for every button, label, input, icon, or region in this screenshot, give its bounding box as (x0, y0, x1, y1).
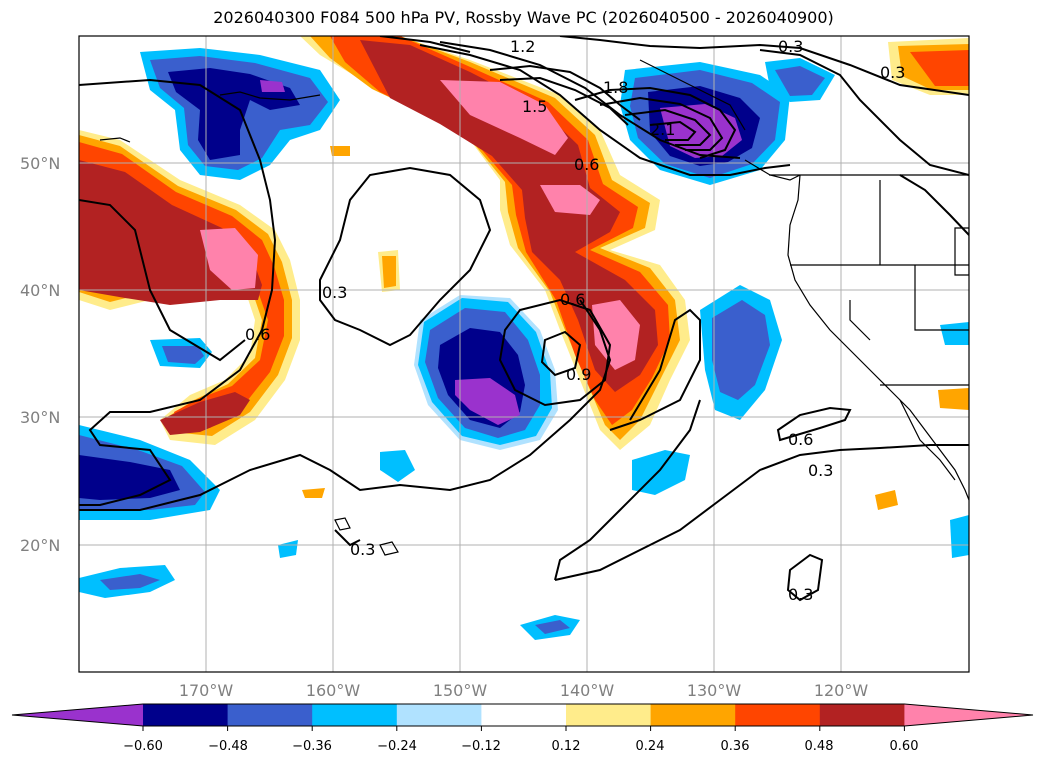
colorbar-tick-label: −0.36 (292, 739, 332, 754)
colorbar-segment (312, 704, 398, 726)
negative-anomaly-east (700, 285, 782, 420)
colorbar-segment (143, 704, 229, 726)
contour-label: 0.6 (560, 290, 585, 309)
map-title: 2026040300 F084 500 hPa PV, Rossby Wave … (213, 8, 834, 27)
contour-label: 0.6 (574, 155, 599, 174)
lat-label: 30°N (20, 408, 60, 427)
lon-label: 160°W (306, 681, 361, 700)
lat-label: 40°N (20, 281, 60, 300)
contour-label: 0.6 (788, 430, 813, 449)
colorbar-tick-label: 0.60 (890, 739, 919, 754)
colorbar-tick-label: 0.12 (552, 739, 581, 754)
contour-label: 0.3 (880, 63, 905, 82)
contour-label: 1.2 (510, 37, 535, 56)
colorbar-extension-high (904, 704, 1033, 726)
colorbar-tick-labels: −0.60 −0.48 −0.36 −0.24 −0.12 0.12 0.24 … (123, 739, 918, 754)
colorbar-segment (481, 704, 567, 726)
lon-label: 140°W (560, 681, 615, 700)
colorbar-tick-label: 0.36 (721, 739, 750, 754)
colorbar (11, 703, 1034, 731)
lat-label: 20°N (20, 536, 60, 555)
colorbar-segment (227, 704, 313, 726)
lon-label: 130°W (687, 681, 742, 700)
contour-label: 0.3 (808, 461, 833, 480)
lon-label: 120°W (814, 681, 869, 700)
map-frame (78, 35, 970, 673)
lon-label: 170°W (179, 681, 234, 700)
positive-anomaly-small (302, 38, 969, 510)
longitude-labels: 170°W 160°W 150°W 140°W 130°W 120°W (179, 681, 869, 700)
contour-label-group: 1.2 0.3 0.3 1.5 1.8 2.1 0.6 0.3 0.6 0.6 … (245, 37, 905, 604)
colorbar-segment (396, 704, 482, 726)
colorbar-segment (819, 704, 905, 726)
contour-label: 2.1 (650, 120, 675, 139)
negative-anomaly-sw (79, 322, 969, 640)
coastlines (99, 59, 969, 556)
colorbar-tick-label: −0.12 (461, 739, 501, 754)
colorbar-extension-low (12, 704, 143, 726)
latitude-labels: 50°N 40°N 30°N 20°N (20, 154, 60, 555)
colorbar-tick-label: 0.24 (636, 739, 665, 754)
positive-anomaly-west (79, 130, 300, 445)
colorbar-tick-label: −0.60 (123, 739, 163, 754)
contour-label: 0.3 (350, 540, 375, 559)
colorbar-segment (735, 704, 821, 726)
colorbar-tick-label: −0.24 (377, 739, 417, 754)
colorbar-tick-label: −0.48 (208, 739, 248, 754)
gridlines (79, 36, 969, 672)
colorbar-segment (650, 704, 736, 726)
lon-label: 150°W (433, 681, 488, 700)
contour-label: 0.3 (322, 283, 347, 302)
contour-label: 1.5 (522, 97, 547, 116)
colorbar-segment (566, 704, 652, 726)
colorbar-tick-label: 0.48 (805, 739, 834, 754)
contour-label: 0.6 (245, 325, 270, 344)
contour-label: 0.3 (788, 585, 813, 604)
contour-lines (79, 36, 969, 602)
contour-label: 0.3 (778, 37, 803, 56)
lat-label: 50°N (20, 154, 60, 173)
contour-label: 0.9 (566, 365, 591, 384)
contour-label: 1.8 (603, 78, 628, 97)
